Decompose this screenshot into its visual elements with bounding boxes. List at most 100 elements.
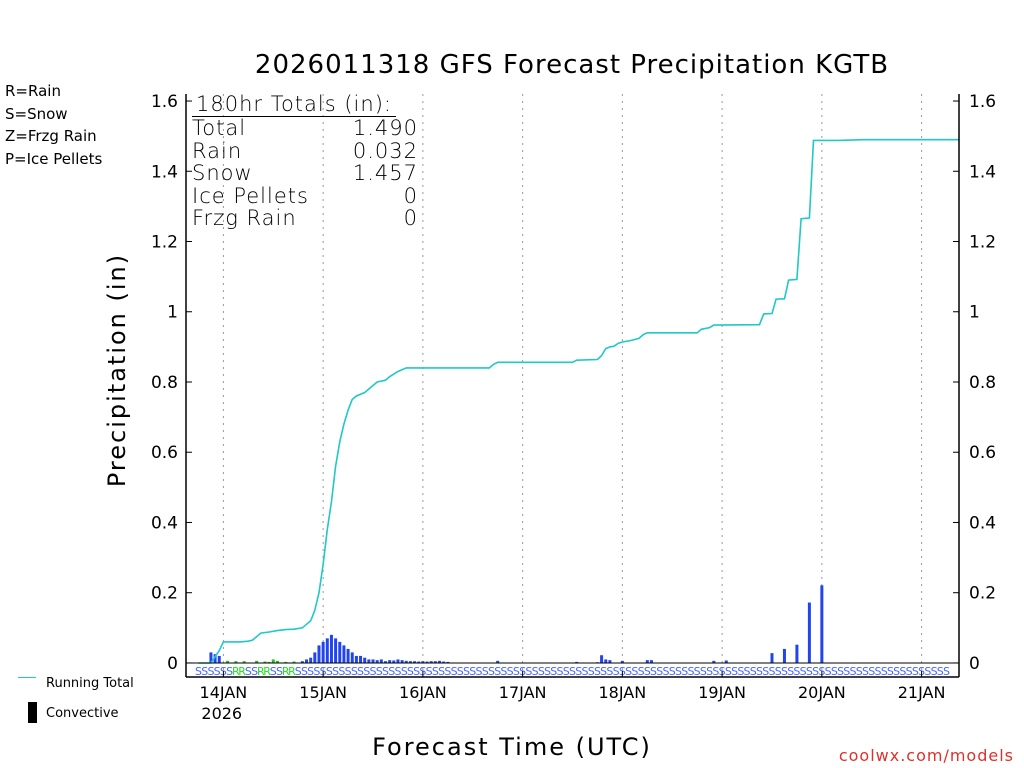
totals-label: Total xyxy=(192,116,247,140)
snow-marker: S xyxy=(899,665,906,678)
totals-value: 0 xyxy=(403,206,418,230)
snow-bar xyxy=(425,661,429,663)
snow-marker: S xyxy=(207,665,214,678)
chart-title: 2026011318 GFS Forecast Precipitation KG… xyxy=(254,50,890,80)
snow-marker: S xyxy=(351,665,358,678)
snow-bar xyxy=(782,648,786,663)
snow-marker: S xyxy=(868,665,875,678)
convective-legend: Convective xyxy=(46,706,119,721)
totals-row: Ice Pellets 0 xyxy=(192,183,432,208)
snow-marker: S xyxy=(575,665,582,678)
y-tick-label: 1.6 xyxy=(151,92,178,112)
snow-marker: S xyxy=(525,665,532,678)
snow-bar xyxy=(620,660,624,663)
snow-marker: S xyxy=(332,665,339,678)
totals-label: Ice Pellets xyxy=(192,183,309,208)
tick-labels: 0 00.2 0.20.4 0.40.6 0.60.8 0.81 11.2 1.21.4 1.4… xyxy=(151,92,996,723)
snow-marker: S xyxy=(388,665,395,678)
totals-value: 0 xyxy=(403,183,418,208)
totals-label: Frzg Rain xyxy=(192,206,297,230)
snow-marker: S xyxy=(245,665,252,678)
x-tick-sublabel: 2026 xyxy=(201,704,242,723)
snow-bar xyxy=(404,660,408,663)
snow-marker: S xyxy=(656,665,663,678)
rain-marker: R xyxy=(238,665,246,678)
rain-bar xyxy=(226,660,230,663)
x-axis-label: Forecast Time (UTC) xyxy=(372,733,652,761)
totals-row: Total 1.490 xyxy=(192,117,432,140)
snow-marker: S xyxy=(594,665,601,678)
snow-bar xyxy=(400,660,404,663)
credit-link[interactable]: coolwx.com/models xyxy=(838,746,1014,765)
snow-bar xyxy=(338,641,342,663)
snow-bar xyxy=(604,659,608,663)
snow-bar xyxy=(342,645,346,663)
y-axis-label: Precipitation (in) xyxy=(103,252,131,488)
snow-bar xyxy=(807,602,811,663)
snow-marker: S xyxy=(781,665,788,678)
running-total-legend: Running Total xyxy=(46,676,134,691)
snow-marker: S xyxy=(301,665,308,678)
snow-marker: S xyxy=(862,665,869,678)
snow-marker: S xyxy=(457,665,464,678)
snow-marker: S xyxy=(407,665,414,678)
snow-marker: S xyxy=(943,665,950,678)
snow-bar xyxy=(334,638,338,663)
snow-marker: S xyxy=(226,665,233,678)
totals-value: 1.457 xyxy=(352,161,418,185)
running-total-legend-swatch xyxy=(18,677,36,678)
y-tick-label-right: 0.6 xyxy=(969,443,996,463)
snow-marker: S xyxy=(712,665,719,678)
y-tick-label-right: 0.8 xyxy=(969,373,996,393)
snow-bar xyxy=(346,648,350,663)
snow-marker: S xyxy=(694,665,701,678)
snow-bar xyxy=(438,660,442,663)
snow-bar xyxy=(317,645,321,663)
snow-bar xyxy=(209,652,213,663)
snow-marker: S xyxy=(426,665,433,678)
snow-marker: S xyxy=(482,665,489,678)
totals-value: 1.490 xyxy=(352,116,418,140)
snow-marker: S xyxy=(538,665,545,678)
snow-marker: S xyxy=(937,665,944,678)
snow-bar xyxy=(608,660,612,663)
snow-marker: S xyxy=(469,665,476,678)
snow-bar xyxy=(408,661,412,663)
snow-marker: S xyxy=(931,665,938,678)
y-tick-label-right: 1.6 xyxy=(969,92,996,112)
snow-marker: S xyxy=(532,665,539,678)
x-tick-label: 15JAN xyxy=(299,683,347,702)
snow-bar xyxy=(649,660,653,663)
snow-marker: S xyxy=(195,665,202,678)
snow-bar xyxy=(325,638,329,663)
running-total-layer xyxy=(198,138,959,664)
snow-marker: S xyxy=(500,665,507,678)
snow-marker: S xyxy=(806,665,813,678)
totals-row: Frzg Rain 0 xyxy=(192,207,432,230)
snow-bar xyxy=(433,661,437,663)
snow-bar xyxy=(446,661,450,663)
snow-marker: S xyxy=(881,665,888,678)
snow-marker: S xyxy=(345,665,352,678)
y-tick-label: 0.2 xyxy=(151,584,178,604)
snow-bar xyxy=(329,634,333,663)
x-tick-label: 20JAN xyxy=(798,683,846,702)
snow-bar xyxy=(350,652,354,663)
snow-marker: S xyxy=(856,665,863,678)
x-tick-label: 17JAN xyxy=(499,683,547,702)
snow-marker: S xyxy=(825,665,832,678)
rain-bar xyxy=(234,661,238,663)
snow-bar xyxy=(645,660,649,663)
y-tick-label-right: 0.4 xyxy=(969,513,996,533)
snow-bar xyxy=(600,655,604,663)
snow-marker: S xyxy=(270,665,277,678)
y-tick-label: 0.4 xyxy=(151,513,178,533)
snow-bar xyxy=(217,655,221,663)
convective-legend-swatch xyxy=(28,702,37,723)
snow-bar xyxy=(213,654,217,663)
snow-marker: S xyxy=(382,665,389,678)
snow-marker: S xyxy=(557,665,564,678)
rain-bar xyxy=(267,661,271,663)
snow-bar xyxy=(421,661,425,663)
